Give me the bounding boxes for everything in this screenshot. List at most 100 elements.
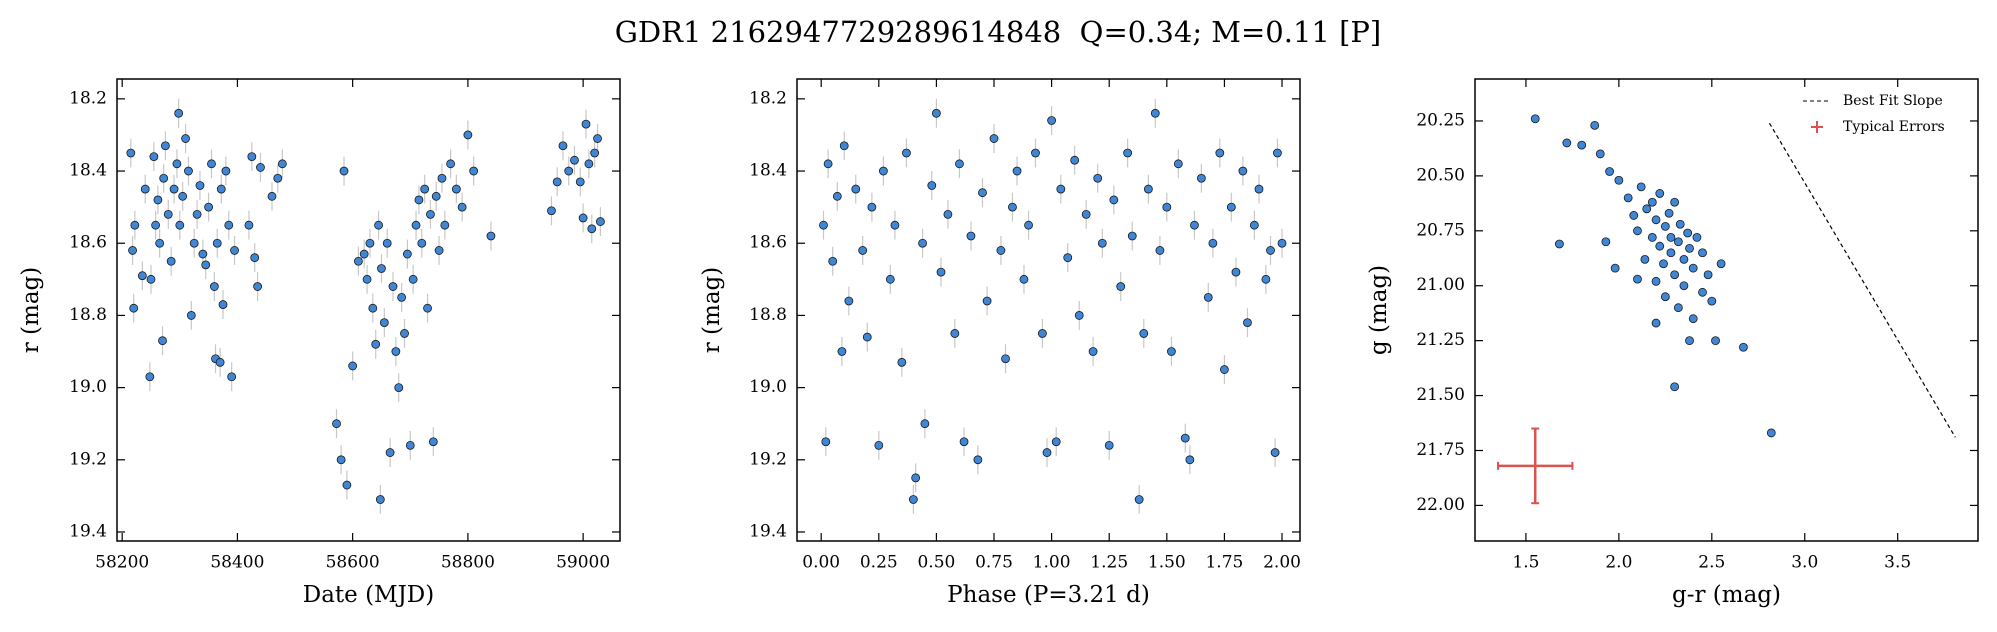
y-tick-label: 18.6	[749, 233, 787, 253]
y-tick-label: 18.8	[749, 305, 787, 325]
point	[1081, 209, 1091, 219]
point	[1270, 448, 1280, 457]
point	[1640, 254, 1650, 264]
point	[1562, 138, 1572, 148]
legend-label: Best Fit Slope	[1843, 93, 1943, 109]
point	[578, 213, 588, 223]
point	[885, 274, 895, 284]
point	[1047, 116, 1057, 125]
point	[1074, 311, 1084, 320]
point	[973, 455, 983, 465]
point	[1249, 220, 1259, 230]
point	[590, 148, 600, 158]
y-tick-label: 21.25	[1416, 330, 1465, 350]
point	[879, 166, 888, 176]
point	[918, 238, 927, 248]
point	[201, 260, 211, 270]
point	[414, 195, 424, 205]
point	[1636, 182, 1646, 192]
point	[966, 231, 976, 241]
y-tick-label: 22.00	[1416, 495, 1465, 515]
point	[584, 159, 594, 169]
y-tick-label: 19.4	[749, 521, 787, 541]
point	[166, 256, 176, 266]
point	[446, 159, 456, 169]
point	[1688, 263, 1698, 273]
point	[153, 195, 163, 205]
point	[1261, 274, 1271, 284]
point	[137, 271, 147, 281]
point	[1685, 243, 1694, 253]
x-axis-label: Phase (P=3.21 d)	[947, 582, 1150, 608]
point	[140, 184, 150, 194]
point	[982, 296, 992, 306]
panel: Best Fit Slope Typical Errors 1.5 2.0 2.5 3.0…	[1366, 78, 1979, 608]
point	[1220, 365, 1229, 374]
y-tick-label: 19.0	[749, 377, 787, 397]
y-tick-label: 18.2	[749, 88, 787, 108]
point	[828, 256, 838, 266]
point	[1162, 202, 1172, 212]
point	[273, 173, 283, 183]
point	[1670, 197, 1680, 207]
point	[159, 173, 169, 183]
point	[1070, 155, 1080, 165]
point	[1134, 495, 1144, 504]
point	[1577, 140, 1587, 150]
point	[564, 166, 574, 176]
point	[1675, 219, 1685, 229]
point	[1019, 274, 1029, 284]
x-tick-label: 3.0	[1791, 553, 1818, 573]
point	[126, 148, 136, 158]
point	[862, 332, 872, 342]
point	[1266, 246, 1275, 255]
point	[342, 480, 352, 490]
point	[858, 246, 868, 255]
point	[839, 141, 849, 151]
point	[195, 181, 205, 190]
point	[160, 141, 170, 151]
point	[911, 473, 921, 483]
point	[1660, 222, 1670, 231]
point	[1685, 336, 1694, 346]
point	[385, 448, 395, 457]
fit-line	[1768, 122, 1956, 438]
point	[365, 238, 375, 248]
x-tick-label: 58400	[210, 553, 264, 573]
point	[244, 220, 254, 230]
y-tick-label: 18.4	[749, 161, 787, 181]
point	[158, 336, 167, 346]
point	[989, 134, 999, 143]
point	[253, 282, 262, 291]
point	[1651, 318, 1661, 328]
point	[593, 134, 602, 143]
point	[230, 246, 239, 255]
point	[175, 220, 185, 230]
point	[192, 209, 202, 219]
point	[1679, 281, 1689, 291]
point	[267, 191, 277, 201]
point	[130, 220, 140, 230]
point	[382, 238, 392, 248]
y-tick-label: 18.8	[69, 305, 107, 325]
point	[394, 383, 404, 393]
point	[1031, 148, 1040, 158]
point	[1692, 232, 1702, 242]
point	[581, 119, 591, 129]
point	[978, 188, 987, 198]
x-tick-label: 0.25	[860, 553, 898, 573]
y-tick-label: 18.6	[69, 233, 107, 253]
point	[552, 177, 562, 187]
point	[1623, 193, 1633, 203]
point	[1601, 237, 1611, 247]
point	[936, 267, 946, 277]
point	[486, 231, 496, 241]
point	[428, 437, 438, 447]
point	[178, 191, 188, 201]
x-tick-label: 1.50	[1148, 553, 1186, 573]
point	[1037, 329, 1047, 338]
point	[391, 347, 401, 356]
point	[1590, 120, 1600, 130]
point	[151, 220, 161, 230]
